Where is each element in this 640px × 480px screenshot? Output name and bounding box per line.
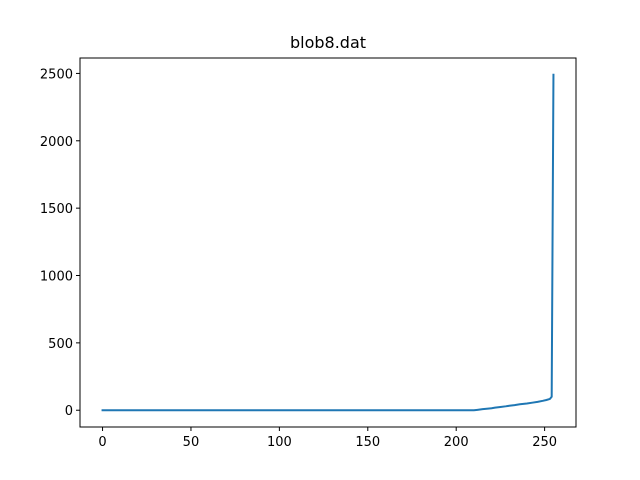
plot-area-frame (79, 57, 577, 428)
series-line (101, 73, 555, 412)
y-tick-label: 500 (48, 337, 73, 352)
chart-title: blob8.dat (290, 33, 366, 52)
x-tick-label: 150 (355, 435, 380, 450)
x-tick-label: 50 (183, 435, 200, 450)
y-tick-label: 2500 (40, 67, 73, 82)
x-tick-label: 100 (267, 435, 292, 450)
x-tick-label: 250 (532, 435, 557, 450)
y-tick-label: 2000 (40, 135, 73, 150)
y-tick-label: 0 (65, 404, 73, 419)
x-tick-label: 200 (444, 435, 469, 450)
x-tick-label: 0 (98, 435, 106, 450)
y-tick-label: 1500 (40, 202, 73, 217)
y-tick-label: 1000 (40, 270, 73, 285)
